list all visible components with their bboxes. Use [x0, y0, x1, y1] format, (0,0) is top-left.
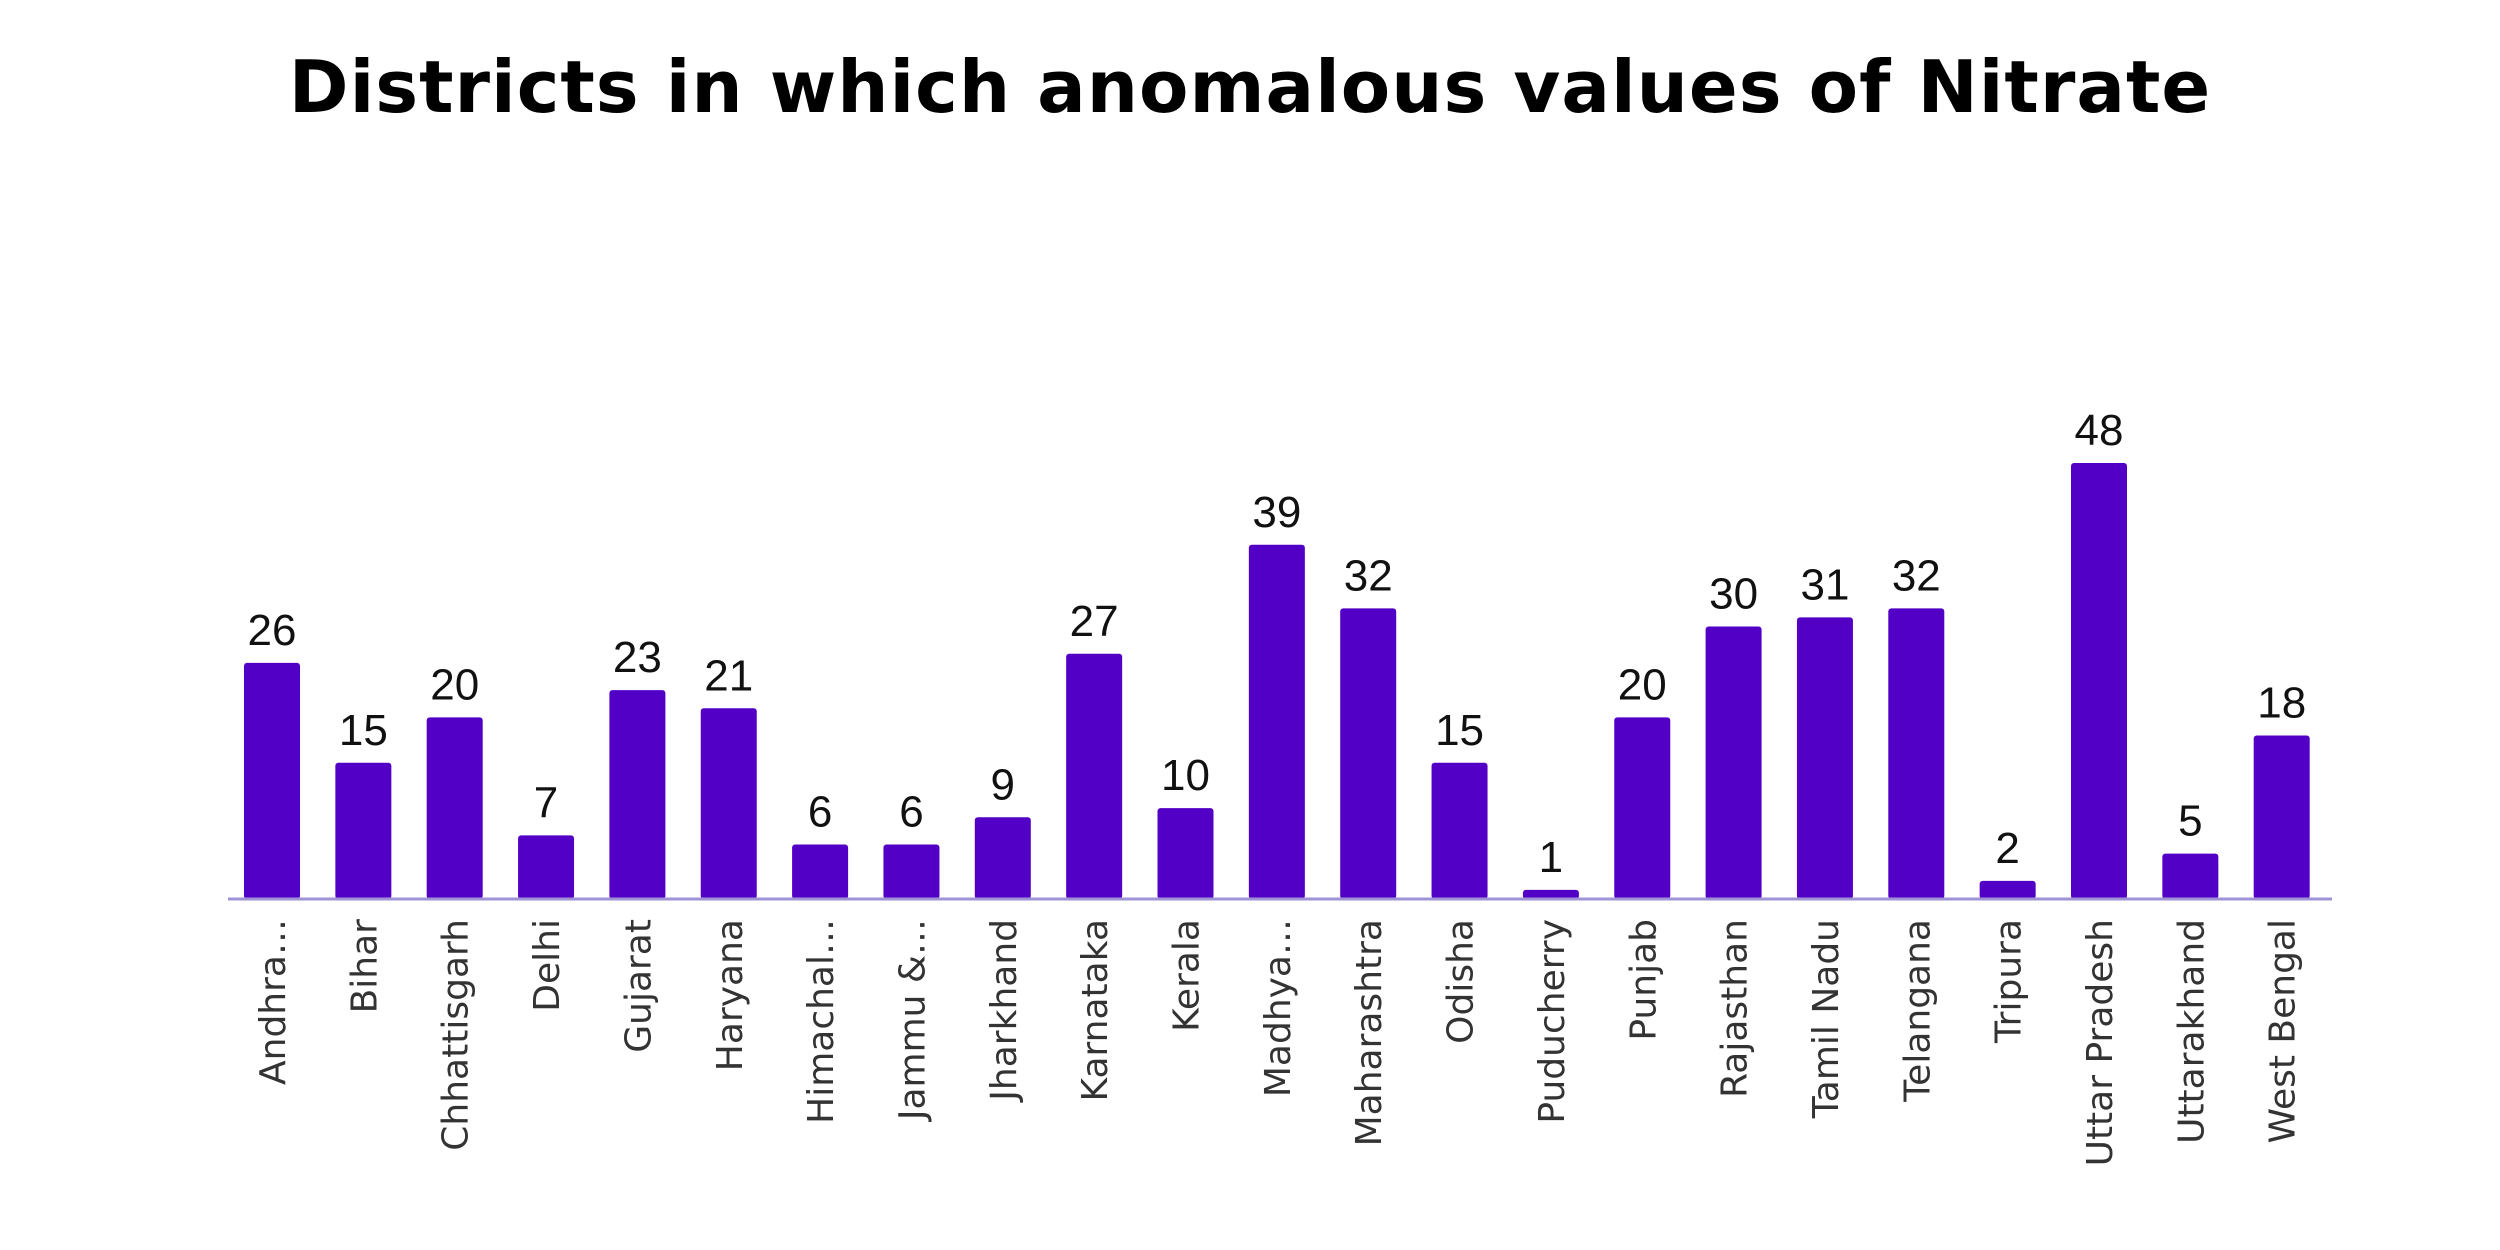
x-tick-label: Jharkhand	[984, 919, 1025, 1103]
x-tick-label: Tamil Nadu	[1806, 919, 1847, 1119]
bar	[2253, 735, 2310, 899]
x-tick-label: Chhattisgarh	[436, 919, 477, 1151]
bar	[974, 817, 1031, 899]
bar	[1340, 608, 1397, 899]
data-label: 23	[613, 633, 662, 682]
bar	[2071, 463, 2127, 899]
data-label: 27	[1070, 597, 1119, 646]
data-label: 48	[2075, 406, 2124, 455]
data-label: 10	[1161, 751, 1210, 800]
x-tick-label: Telangana	[1897, 919, 1938, 1103]
x-tick-label: Delhi	[527, 919, 568, 1012]
bar	[426, 717, 483, 899]
data-label: 39	[1252, 488, 1301, 537]
bar	[1066, 653, 1123, 899]
x-tick-label: Uttar Pradesh	[2080, 919, 2121, 1166]
bar	[1614, 717, 1671, 899]
bar	[1705, 626, 1762, 899]
bar	[518, 835, 575, 899]
bar	[1979, 880, 2036, 899]
x-tick-label: Andhra…	[253, 919, 294, 1085]
data-label: 9	[991, 760, 1015, 809]
data-label: 20	[1618, 660, 1667, 709]
bar	[883, 844, 940, 899]
x-tick-label: Kerala	[1167, 919, 1208, 1032]
bar	[1888, 608, 1945, 899]
x-tick-label: Tripura	[1989, 919, 2030, 1044]
x-tick-label: Puducherry	[1532, 919, 1573, 1124]
bar	[792, 844, 849, 899]
data-label: 5	[2178, 797, 2202, 846]
x-tick-label: Bihar	[344, 919, 385, 1014]
bar	[1431, 762, 1488, 899]
data-label: 1	[1539, 833, 1563, 882]
data-label: 6	[808, 788, 832, 837]
x-tick-label: West Bengal	[2263, 919, 2304, 1144]
data-label: 15	[1435, 706, 1484, 755]
x-tick-label: Uttarakhand	[2171, 919, 2212, 1144]
x-tick-label: Odisha	[1441, 919, 1482, 1044]
bar	[1522, 889, 1579, 899]
data-label: 18	[2257, 679, 2306, 728]
x-tick-label: Haryana	[710, 919, 751, 1071]
bar	[2162, 853, 2219, 899]
bar	[609, 690, 666, 899]
chart-title: Districts in which anomalous values of N…	[288, 45, 2212, 129]
data-label: 31	[1800, 560, 1849, 609]
bar	[244, 662, 300, 899]
data-label: 15	[339, 706, 388, 755]
data-label: 32	[1892, 551, 1941, 600]
x-tick-label: Madhya…	[1258, 919, 1299, 1097]
x-tick-label: Maharashtra	[1349, 919, 1390, 1146]
bar	[335, 762, 392, 899]
data-label: 6	[899, 788, 923, 837]
bar	[1157, 808, 1214, 899]
data-label: 2	[1995, 824, 2019, 873]
x-tick-label: Karnataka	[1075, 919, 1116, 1102]
bar	[1796, 617, 1853, 899]
x-tick-label: Rajasthan	[1715, 919, 1756, 1098]
data-label: 7	[534, 778, 558, 827]
x-tick-label: Punjab	[1623, 919, 1664, 1041]
data-label: 21	[704, 651, 753, 700]
bar	[1248, 544, 1305, 899]
data-label: 20	[430, 660, 479, 709]
data-label: 32	[1344, 551, 1393, 600]
data-label: 30	[1709, 570, 1758, 619]
data-label: 26	[248, 606, 297, 655]
x-tick-label: Jammu &…	[892, 919, 933, 1122]
bar	[700, 708, 757, 899]
x-tick-label: Himachal…	[801, 919, 842, 1124]
x-tick-label: Gujarat	[618, 919, 659, 1053]
